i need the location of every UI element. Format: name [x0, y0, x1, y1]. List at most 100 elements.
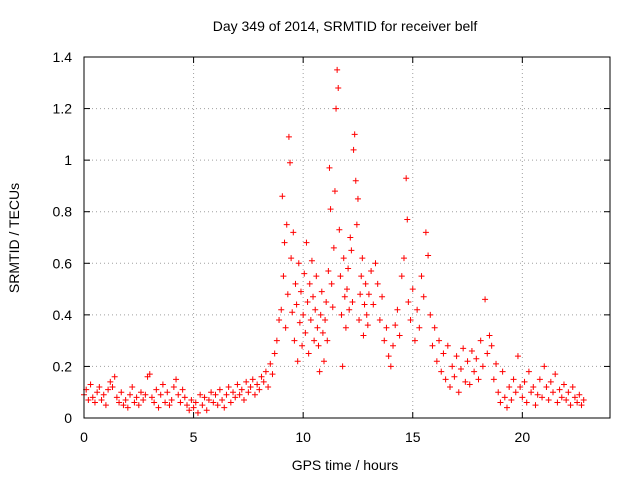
- plot-frame: [83, 56, 611, 419]
- data-point: [273, 337, 280, 344]
- data-point: [329, 304, 336, 311]
- data-point: [578, 402, 585, 409]
- data-point: [385, 353, 392, 360]
- y-axis-label: SRMTID / TECUs: [6, 183, 22, 293]
- data-point: [142, 391, 149, 398]
- data-point: [276, 317, 283, 324]
- data-point: [440, 350, 447, 357]
- y-tick-label: 1.2: [53, 101, 73, 117]
- data-point: [295, 260, 302, 267]
- x-tick-label: 20: [515, 429, 531, 445]
- data-point: [431, 324, 438, 331]
- data-point: [137, 389, 144, 396]
- data-point: [394, 306, 401, 313]
- data-point: [280, 273, 287, 280]
- data-point: [506, 384, 513, 391]
- data-point: [109, 384, 116, 391]
- data-point: [285, 133, 292, 140]
- data-point: [240, 396, 247, 403]
- data-point: [153, 386, 160, 393]
- data-point: [98, 396, 105, 403]
- grid-layer: [84, 57, 610, 418]
- data-point: [493, 360, 500, 367]
- data-point: [442, 376, 449, 383]
- data-point: [305, 350, 312, 357]
- data-point: [175, 391, 182, 398]
- data-point: [532, 402, 539, 409]
- data-point: [131, 399, 138, 406]
- data-point: [488, 342, 495, 349]
- data-point: [177, 399, 184, 406]
- data-point: [567, 402, 574, 409]
- data-point: [482, 296, 489, 303]
- x-tick-label: 10: [295, 429, 311, 445]
- data-point: [534, 391, 541, 398]
- data-point: [208, 389, 215, 396]
- data-point: [292, 280, 299, 287]
- data-point: [212, 391, 219, 398]
- x-tick-label: 5: [190, 429, 198, 445]
- data-point: [96, 384, 103, 391]
- data-point: [282, 324, 289, 331]
- data-point: [335, 84, 342, 91]
- data-point: [501, 394, 508, 401]
- data-point: [331, 188, 338, 195]
- data-point: [210, 399, 217, 406]
- data-point: [418, 273, 425, 280]
- data-point: [313, 273, 320, 280]
- data-point: [379, 293, 386, 300]
- data-point: [318, 288, 325, 295]
- data-point: [234, 381, 241, 388]
- data-point: [344, 286, 350, 293]
- data-point: [346, 306, 353, 313]
- data-point: [552, 371, 559, 378]
- data-point: [508, 396, 515, 403]
- data-point: [563, 396, 570, 403]
- data-point: [541, 363, 548, 370]
- data-point: [120, 402, 127, 409]
- data-point: [316, 368, 323, 375]
- data-point: [360, 332, 367, 339]
- data-point: [297, 288, 304, 295]
- data-point: [267, 360, 274, 367]
- data-point: [184, 402, 191, 409]
- data-point: [168, 396, 175, 403]
- data-point: [341, 293, 348, 300]
- data-point: [420, 293, 427, 300]
- data-point: [457, 366, 464, 373]
- data-point: [245, 389, 252, 396]
- data-point: [350, 146, 357, 153]
- data-point: [473, 355, 480, 362]
- data-point: [351, 131, 358, 138]
- data-point: [314, 324, 321, 331]
- data-point: [536, 376, 543, 383]
- data-point: [521, 378, 528, 385]
- data-point: [453, 353, 460, 360]
- data-point: [436, 337, 443, 344]
- data-point: [155, 404, 162, 411]
- data-point: [118, 389, 125, 396]
- data-point: [363, 311, 370, 318]
- data-point: [414, 306, 421, 313]
- data-point: [405, 298, 412, 305]
- data-point: [523, 399, 530, 406]
- data-point: [447, 384, 454, 391]
- data-point: [307, 317, 314, 324]
- data-point: [398, 273, 405, 280]
- data-point: [409, 286, 416, 293]
- data-point: [166, 402, 173, 409]
- data-point: [490, 376, 497, 383]
- data-point: [530, 384, 537, 391]
- data-point: [510, 376, 517, 383]
- x-tick-label: 0: [80, 429, 88, 445]
- data-point: [243, 378, 250, 385]
- y-tick-label: 1.4: [53, 49, 73, 65]
- data-point: [320, 358, 327, 365]
- data-point: [140, 396, 147, 403]
- data-point: [188, 396, 195, 403]
- points-layer: [81, 66, 587, 416]
- data-point: [550, 389, 557, 396]
- data-point: [148, 394, 155, 401]
- data-point: [338, 311, 345, 318]
- data-point: [503, 404, 510, 411]
